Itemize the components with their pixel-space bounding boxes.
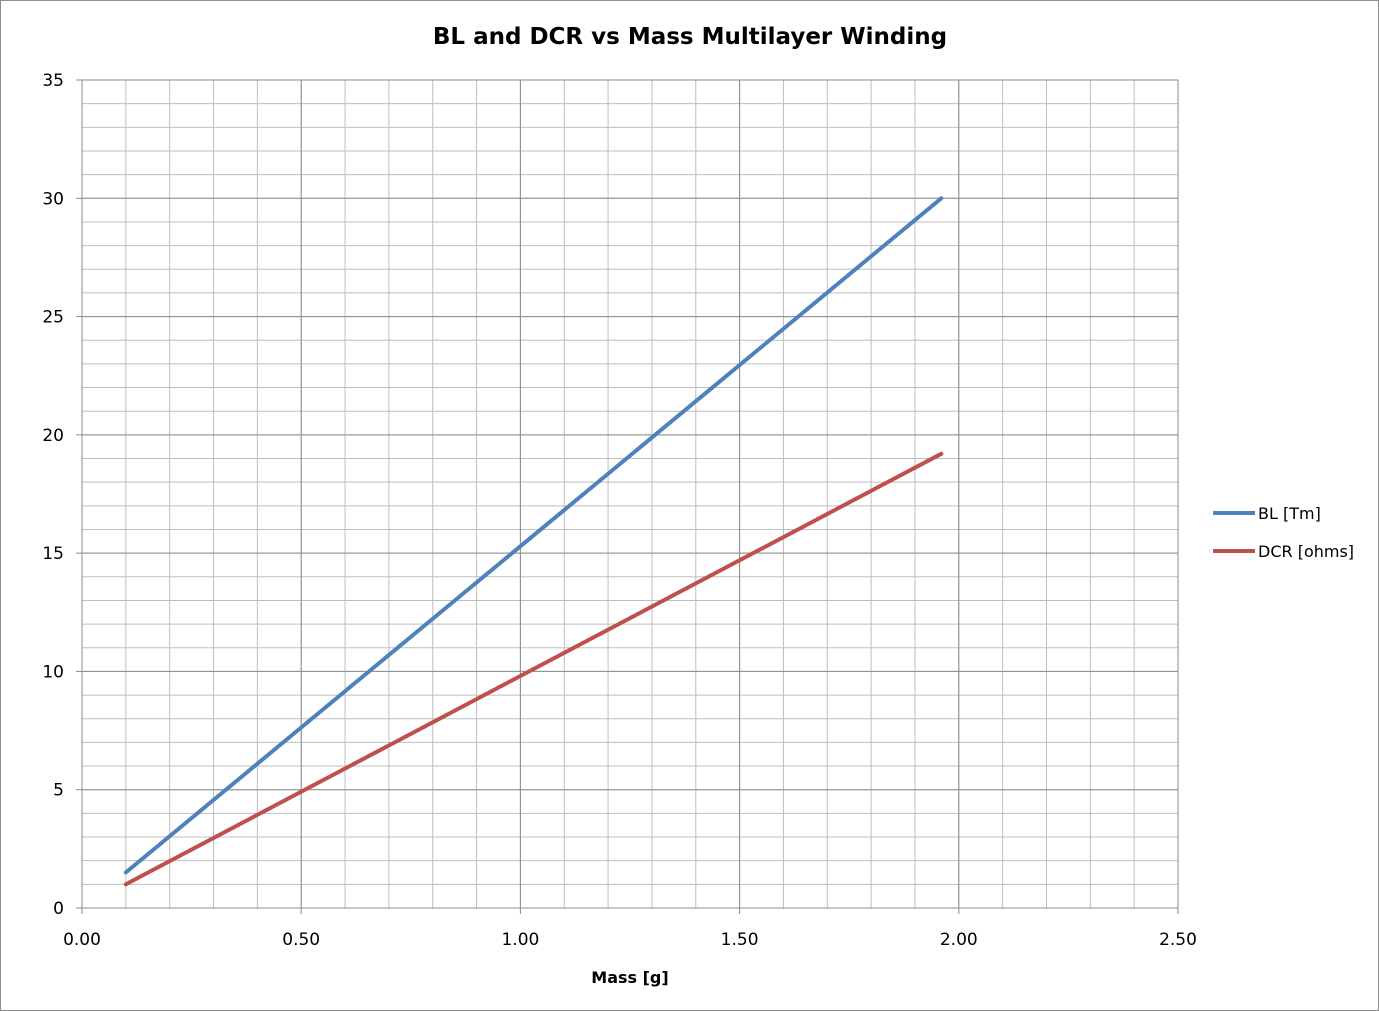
x-axis-tick-labels: 0.00 0.50 1.00 1.50 2.00 2.50 [63,908,1197,950]
grid-minor [82,80,1178,908]
plot-border [81,79,1179,909]
legend-entry: DCR [ohms] [1258,542,1354,561]
series-lines [123,196,944,887]
series-line-bl [123,196,944,875]
x-axis-tick-label: 0.50 [282,930,320,950]
legend-entry: BL [Tm] [1258,504,1321,523]
y-axis-tick-label: 20 [42,426,64,446]
y-axis-tick-label: 10 [42,662,64,682]
x-axis-tick-label: 1.50 [721,930,759,950]
x-axis-tick-label: 2.00 [940,930,978,950]
chart-title: BL and DCR vs Mass Multilayer Winding [433,24,947,50]
y-axis-tick-label: 5 [53,781,64,801]
y-axis-tick-label: 25 [42,308,64,328]
series-line-dcr [123,451,944,887]
x-axis-title: Mass [g] [591,968,668,987]
y-axis-tick-label: 15 [42,544,64,564]
y-axis-tick-label: 35 [42,71,64,91]
y-axis-tick-label: 0 [53,899,64,919]
x-axis-tick-label: 2.50 [1159,930,1197,950]
grid-major [81,79,1179,909]
y-axis-tick-labels: 0 5 10 15 20 25 30 35 [42,71,82,919]
x-axis-tick-label: 1.00 [501,930,539,950]
legend: BL [Tm] DCR [ohms] [1213,504,1354,561]
y-axis-tick-label: 30 [42,189,64,209]
x-axis-tick-label: 0.00 [63,930,101,950]
